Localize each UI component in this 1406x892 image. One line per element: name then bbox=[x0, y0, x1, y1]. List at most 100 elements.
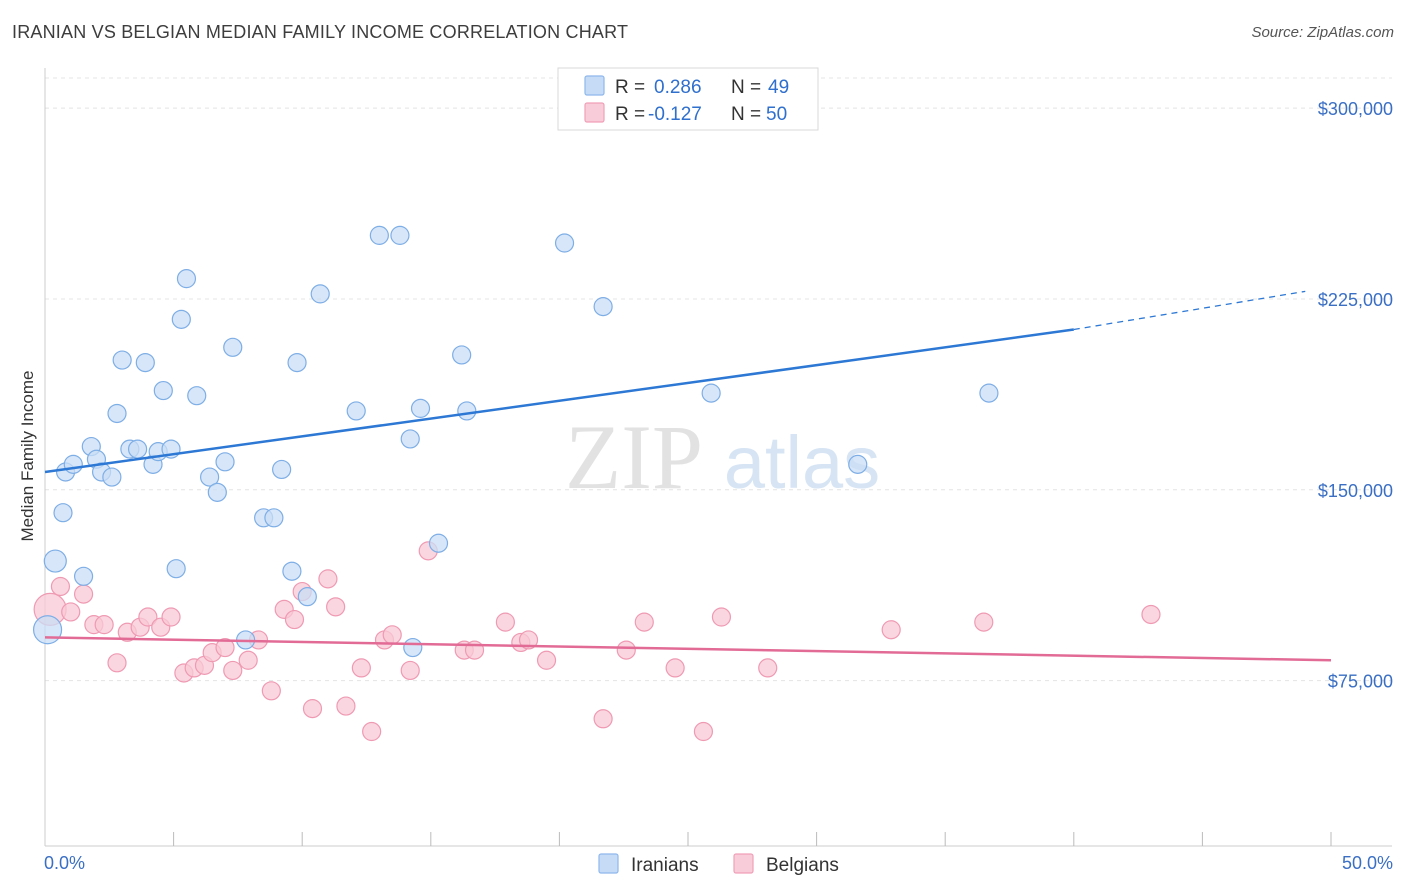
legend-swatch-iranians bbox=[584, 75, 605, 96]
belgians-point-9 bbox=[138, 607, 158, 627]
iranians-point-5 bbox=[73, 566, 94, 586]
iranians-point-41 bbox=[428, 533, 449, 553]
belgians-point-18 bbox=[238, 650, 258, 670]
iranians-trend-extension bbox=[1073, 290, 1306, 331]
iranians-point-48 bbox=[979, 383, 999, 403]
belgians-point-24 bbox=[302, 699, 323, 719]
legend-r-belgians: -0.127 bbox=[648, 104, 702, 125]
iranians-point-11 bbox=[112, 350, 132, 370]
iranians-point-4 bbox=[63, 454, 83, 474]
iranians-point-14 bbox=[135, 352, 155, 373]
watermark-zip: ZIP bbox=[565, 406, 703, 508]
iranians-point-20 bbox=[171, 309, 191, 329]
iranians-point-22 bbox=[187, 386, 207, 406]
belgians-point-27 bbox=[336, 696, 356, 716]
belgians-point-17 bbox=[223, 660, 243, 681]
iranians-point-47 bbox=[848, 454, 868, 474]
y-tick-labels: $75,000 $150,000 $225,000 $300,000 bbox=[1318, 99, 1393, 691]
watermark: ZIP atlas bbox=[565, 406, 880, 508]
belgians-point-36 bbox=[495, 612, 515, 632]
belgians-point-42 bbox=[634, 612, 654, 632]
belgians-point-32 bbox=[400, 660, 420, 681]
legend-r-iranians: 0.286 bbox=[654, 77, 702, 98]
belgians-point-45 bbox=[711, 607, 732, 627]
belgians-point-38 bbox=[518, 630, 539, 650]
belgians-point-43 bbox=[665, 658, 685, 678]
iranians-point-1 bbox=[43, 549, 67, 573]
belgians-point-26 bbox=[326, 597, 346, 617]
belgians-point-3 bbox=[73, 584, 94, 604]
belgians-point-40 bbox=[593, 709, 613, 729]
bottom-legend-swatch-iranians bbox=[598, 853, 619, 874]
bottom-legend-belgians: Belgians bbox=[766, 855, 839, 876]
iranians-point-24 bbox=[207, 482, 227, 502]
iranians-point-35 bbox=[346, 401, 366, 421]
belgians-point-20 bbox=[261, 681, 281, 701]
y-tick-label-1: $150,000 bbox=[1318, 481, 1393, 501]
iranians-point-10 bbox=[107, 403, 127, 424]
iranians-point-26 bbox=[223, 337, 243, 357]
iranians-trend-line bbox=[44, 328, 1074, 474]
iranians-points bbox=[32, 225, 999, 658]
legend-n-label-iranians: N = bbox=[731, 77, 761, 98]
belgians-point-46 bbox=[758, 658, 778, 678]
x-tick-labels: 0.0% 50.0% bbox=[44, 853, 1393, 873]
belgians-trend-line bbox=[44, 636, 1332, 662]
legend-r-label-belgians: R = bbox=[615, 104, 645, 125]
belgians-point-49 bbox=[1141, 604, 1161, 625]
belgians-point-39 bbox=[536, 650, 557, 670]
belgians-point-6 bbox=[107, 653, 127, 673]
iranians-point-25 bbox=[215, 452, 235, 472]
belgians-point-1 bbox=[50, 576, 71, 597]
iranians-point-43 bbox=[457, 401, 477, 421]
iranians-point-30 bbox=[272, 459, 292, 480]
iranians-point-21 bbox=[176, 269, 197, 289]
legend-r-label-iranians: R = bbox=[615, 77, 645, 98]
belgians-point-16 bbox=[215, 637, 235, 658]
belgians-point-5 bbox=[94, 615, 114, 635]
iranians-point-13 bbox=[127, 439, 148, 459]
iranians-point-36 bbox=[369, 225, 389, 245]
legend-swatch-belgians bbox=[584, 102, 605, 123]
bottom-legend-iranians: Iranians bbox=[631, 855, 699, 876]
iranians-point-19 bbox=[166, 559, 186, 579]
belgians-point-31 bbox=[382, 625, 402, 645]
belgians-point-47 bbox=[881, 620, 901, 640]
iranians-point-42 bbox=[452, 345, 472, 365]
belgians-point-41 bbox=[616, 640, 636, 660]
trend-lines bbox=[44, 290, 1332, 662]
bottom-legend: Iranians Belgians bbox=[598, 853, 839, 876]
legend-n-belgians: 50 bbox=[766, 104, 787, 125]
x-tick-label-0: 0.0% bbox=[44, 853, 85, 873]
iranians-point-29 bbox=[264, 508, 284, 528]
iranians-point-46 bbox=[701, 383, 721, 403]
belgians-point-11 bbox=[161, 607, 181, 627]
iranians-point-38 bbox=[400, 429, 420, 449]
iranians-point-2 bbox=[53, 503, 73, 523]
x-tick-label-1: 50.0% bbox=[1342, 853, 1393, 873]
axes bbox=[44, 68, 1392, 847]
iranians-point-45 bbox=[593, 297, 613, 317]
iranians-point-39 bbox=[403, 637, 423, 658]
y-axis-title: Median Family Income bbox=[18, 370, 37, 541]
iranians-point-34 bbox=[310, 284, 330, 304]
belgians-point-44 bbox=[693, 721, 714, 742]
iranians-point-9 bbox=[102, 467, 122, 487]
iranians-point-44 bbox=[554, 233, 575, 253]
y-tick-label-0: $75,000 bbox=[1328, 672, 1393, 692]
iranians-point-40 bbox=[410, 398, 431, 418]
iranians-point-17 bbox=[153, 380, 173, 401]
source-label: Source: ZipAtlas.com bbox=[1251, 24, 1394, 41]
iranians-point-32 bbox=[287, 352, 307, 373]
y-tick-label-2: $225,000 bbox=[1318, 290, 1393, 310]
chart-title: IRANIAN VS BELGIAN MEDIAN FAMILY INCOME … bbox=[12, 22, 629, 42]
belgians-point-22 bbox=[284, 609, 305, 630]
bottom-legend-swatch-belgians bbox=[733, 853, 754, 874]
y-tick-label-3: $300,000 bbox=[1318, 99, 1393, 119]
legend-n-iranians: 49 bbox=[768, 77, 789, 98]
iranians-point-31 bbox=[282, 561, 302, 581]
iranians-point-23 bbox=[200, 467, 220, 487]
belgians-point-29 bbox=[362, 721, 382, 742]
iranians-point-33 bbox=[297, 587, 317, 607]
